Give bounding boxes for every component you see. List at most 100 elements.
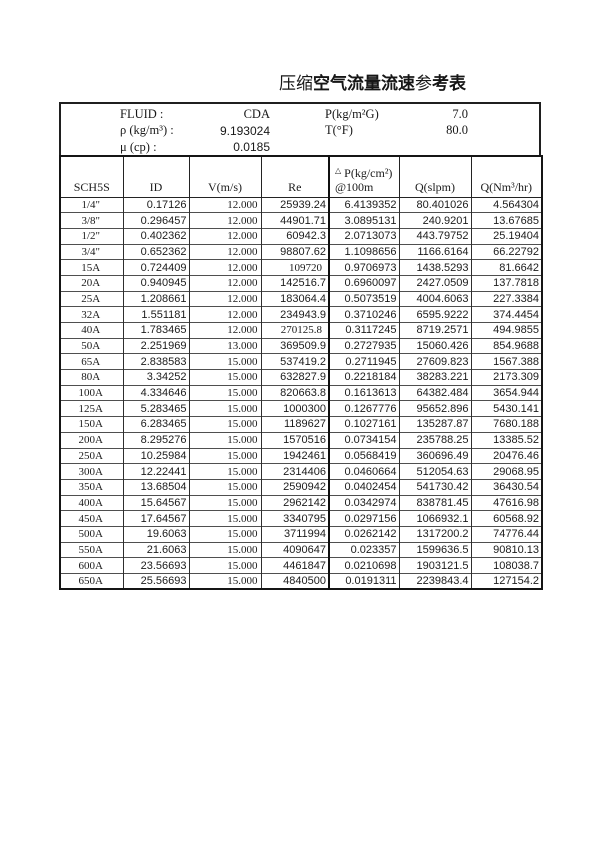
- cell-qslpm: 1317200.2: [398, 525, 471, 543]
- cell-qslpm: 2239843.4: [398, 573, 471, 590]
- cell-re: 3711994: [260, 525, 329, 543]
- cell-sch5s: 1/2": [59, 227, 123, 245]
- cell-dp100m: 0.1027161: [328, 416, 399, 433]
- cell-v: 15.000: [188, 416, 261, 433]
- cell-qslpm: 838781.45: [398, 494, 471, 511]
- cell-re: 632827.9: [260, 369, 329, 386]
- table-row: 300A 12.22441 15.000 2314406 0.0460664 512054…: [59, 463, 542, 480]
- cell-id: 6.283465: [122, 416, 189, 433]
- cell-qnm3hr: 66.22792: [470, 243, 542, 260]
- cell-qnm3hr: 227.3384: [470, 290, 542, 307]
- cell-dp100m: 0.0342974: [328, 494, 399, 511]
- cell-sch5s: 650A: [59, 573, 123, 590]
- pressure-label: P(kg/m²G): [325, 106, 379, 121]
- cell-dp100m: 0.0402454: [328, 478, 399, 496]
- cell-id: 1.783465: [122, 322, 189, 339]
- cell-dp100m: 0.3710246: [328, 306, 399, 323]
- cell-sch5s: 250A: [59, 447, 123, 464]
- cell-re: 109720: [260, 259, 329, 276]
- cell-id: 21.6063: [122, 541, 189, 558]
- cell-v: 12.000: [188, 306, 261, 323]
- info-row-viscosity: μ (cp) : 0.0185: [61, 139, 539, 156]
- cell-id: 10.25984: [122, 447, 189, 464]
- table-row: 65A 2.838583 15.000 537419.2 0.2711945 27609.…: [59, 353, 542, 370]
- cell-dp100m: 0.0297156: [328, 510, 399, 527]
- cell-qslpm: 360696.49: [398, 447, 471, 464]
- cell-sch5s: 300A: [59, 463, 123, 480]
- table-row: 80A 3.34252 15.000 632827.9 0.2218184 38283.2…: [59, 369, 542, 386]
- cell-dp100m: 0.0191311: [328, 573, 399, 590]
- cell-qslpm: 235788.25: [398, 431, 471, 448]
- info-row-density: ρ (kg/m³) : 9.193024 T(°F) 80.0: [61, 123, 539, 140]
- column-header-sch5s: SCH5S: [59, 155, 124, 198]
- cell-v: 12.000: [188, 227, 261, 245]
- cell-id: 17.64567: [122, 510, 189, 527]
- cell-qslpm: 95652.896: [398, 400, 471, 417]
- cell-qslpm: 240.9201: [398, 212, 471, 229]
- cell-v: 15.000: [188, 384, 261, 401]
- cell-dp100m: 0.5073519: [328, 290, 399, 307]
- cell-id: 3.34252: [122, 369, 189, 386]
- column-header-v: V(m/s): [188, 155, 262, 198]
- column-header-id: ID: [122, 155, 190, 198]
- cell-sch5s: 550A: [59, 541, 123, 558]
- cell-re: 142516.7: [260, 274, 329, 292]
- fluid-value: CDA: [243, 106, 270, 121]
- density-label: ρ (kg/m³) :: [120, 123, 174, 138]
- title-part: 压缩: [279, 74, 313, 94]
- cell-v: 15.000: [188, 431, 261, 448]
- cell-sch5s: 50A: [59, 337, 123, 354]
- cell-qslpm: 4004.6063: [398, 290, 471, 307]
- cell-re: 270125.8: [260, 322, 329, 339]
- info-row-fluid: FLUID : CDA P(kg/m²G) 7.0: [61, 106, 539, 123]
- title-part: 空气流量流速: [313, 74, 415, 94]
- flow-reference-table: SCH5S ID V(m/s) Re △ P(kg/cm²) @100m Q(sl…: [59, 155, 543, 591]
- cell-dp100m: 0.9706973: [328, 259, 399, 276]
- cell-re: 98807.62: [260, 243, 329, 260]
- cell-sch5s: 125A: [59, 400, 123, 417]
- cell-v: 15.000: [188, 353, 261, 370]
- column-header-qslpm: Q(slpm): [398, 155, 472, 198]
- cell-qnm3hr: 374.4454: [470, 306, 542, 323]
- fluid-label: FLUID :: [120, 106, 164, 121]
- cell-qslpm: 443.79752: [398, 227, 471, 245]
- cell-sch5s: 15A: [59, 259, 123, 276]
- cell-id: 0.940945: [122, 274, 189, 292]
- cell-re: 820663.8: [260, 384, 329, 401]
- cell-dp100m: 0.0460664: [328, 463, 399, 480]
- cell-qslpm: 1438.5293: [398, 259, 471, 276]
- cell-qnm3hr: 74776.44: [470, 525, 542, 543]
- delta-symbol: △: [335, 165, 342, 175]
- cell-qnm3hr: 1567.388: [470, 353, 542, 370]
- cell-v: 15.000: [188, 510, 261, 527]
- table-row: 550A 21.6063 15.000 4090647 0.023357 1599636.…: [59, 541, 542, 558]
- cell-dp100m: 0.1613613: [328, 384, 399, 401]
- title-part: 参: [415, 74, 432, 94]
- cell-sch5s: 500A: [59, 525, 123, 543]
- cell-v: 15.000: [188, 541, 261, 558]
- cell-id: 12.22441: [122, 463, 189, 480]
- cell-dp100m: 0.1267776: [328, 400, 399, 417]
- cell-sch5s: 1/4": [59, 196, 123, 213]
- cell-re: 44901.71: [260, 212, 329, 229]
- cell-re: 4840500: [260, 573, 329, 590]
- dp-label: P(kg/cm²): [344, 165, 393, 180]
- cell-v: 13.000: [188, 337, 261, 354]
- cell-id: 25.56693: [122, 573, 189, 590]
- cell-dp100m: 0.023357: [328, 541, 399, 558]
- cell-re: 25939.24: [260, 196, 329, 213]
- cell-re: 1000300: [260, 400, 329, 417]
- cell-qslpm: 64382.484: [398, 384, 471, 401]
- cell-id: 19.6063: [122, 525, 189, 543]
- cell-qnm3hr: 20476.46: [470, 447, 542, 464]
- cell-qslpm: 8719.2571: [398, 322, 471, 339]
- cell-id: 1.551181: [122, 306, 189, 323]
- table-row: 20A 0.940945 12.000 142516.7 0.6960097 2427.0…: [59, 274, 542, 292]
- cell-qnm3hr: 36430.54: [470, 478, 542, 496]
- table-row: 400A 15.64567 15.000 2962142 0.0342974 838781…: [59, 494, 542, 511]
- table-row: 1/4" 0.17126 12.000 25939.24 6.4139352 80.401…: [59, 196, 542, 213]
- cell-sch5s: 20A: [59, 274, 123, 292]
- cell-dp100m: 2.0713073: [328, 227, 399, 245]
- cell-sch5s: 600A: [59, 557, 123, 574]
